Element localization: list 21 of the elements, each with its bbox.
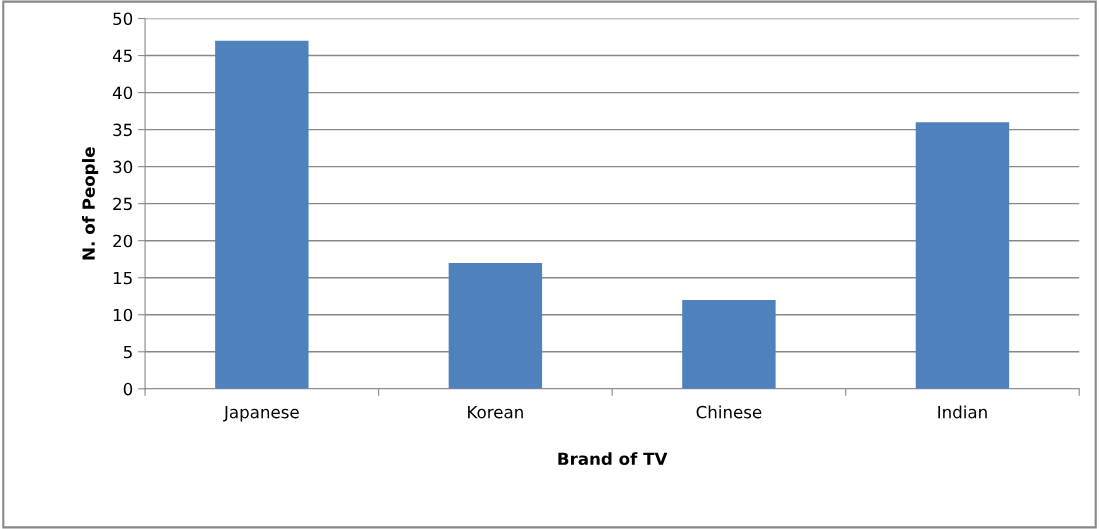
x-tick-label: Korean xyxy=(468,405,523,419)
x-tick-label: Indian xyxy=(938,405,987,419)
y-tick-label: 10 xyxy=(113,308,133,322)
y-tick-label: 35 xyxy=(113,123,132,137)
bar xyxy=(915,122,1010,389)
y-tick-label: 50 xyxy=(113,12,133,26)
x-tick-label: Chinese xyxy=(696,405,762,419)
y-tick-label: 45 xyxy=(112,49,132,63)
x-tick-label: Japanese xyxy=(223,405,299,422)
y-axis-title: N. of People xyxy=(82,147,99,260)
bar xyxy=(215,40,309,389)
y-tick-label: 0 xyxy=(123,382,133,396)
y-tick-label: 30 xyxy=(113,160,133,174)
y-tick-label: 20 xyxy=(113,234,133,248)
y-tick-label: 40 xyxy=(112,86,133,100)
y-tick-label: 5 xyxy=(123,345,132,359)
y-tick-label: 15 xyxy=(113,271,132,285)
y-tick-label: 25 xyxy=(113,197,132,211)
bar xyxy=(682,299,776,389)
x-axis-title: Brand of TV xyxy=(558,452,668,466)
bar xyxy=(448,262,543,389)
